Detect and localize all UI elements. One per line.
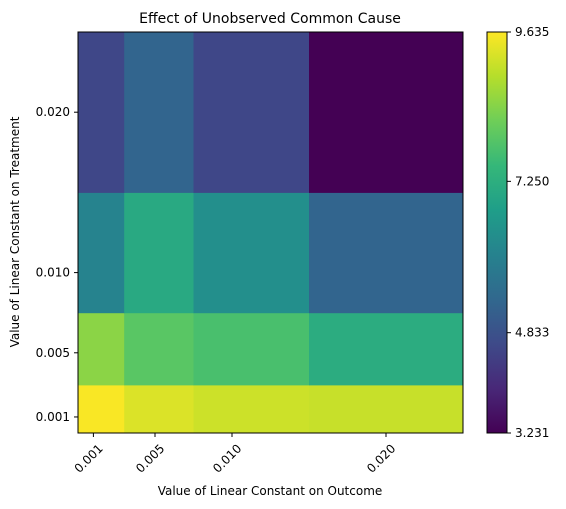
y-axis-label: Value of Linear Constant on Treatment (8, 116, 22, 347)
heatmap-cell (309, 32, 464, 193)
colorbar-tick-label: 7.250 (515, 174, 549, 188)
heatmap-cell (78, 312, 125, 386)
heatmap-cell (78, 32, 125, 193)
heatmap-cell (193, 32, 310, 193)
x-axis-ticks: 0.001 0.005 0.010 0.020 (72, 433, 398, 476)
chart-title: Effect of Unobserved Common Cause (139, 11, 401, 27)
heatmap-cell (309, 192, 464, 314)
colorbar-tick-label: 3.231 (515, 426, 549, 440)
heatmap-cell (309, 384, 464, 434)
x-tick-label: 0.001 (72, 441, 106, 475)
heatmap-cell (193, 192, 310, 314)
colorbar-ticks: 3.231 4.833 7.250 9.635 (507, 25, 549, 440)
x-tick-label: 0.010 (210, 441, 244, 475)
heatmap-cell (193, 384, 310, 434)
x-tick-label: 0.005 (133, 441, 167, 475)
y-axis-ticks: 0.001 0.005 0.010 0.020 (36, 105, 78, 424)
x-axis-label: Value of Linear Constant on Outcome (158, 484, 383, 498)
y-tick-label: 0.020 (36, 105, 70, 119)
x-tick-label: 0.020 (364, 441, 398, 475)
colorbar-tick-label: 9.635 (515, 25, 549, 39)
colorbar (486, 31, 508, 434)
heatmap-cell (193, 312, 310, 386)
y-tick-label: 0.010 (36, 266, 70, 280)
y-tick-label: 0.005 (36, 346, 70, 360)
heatmap-cell (124, 312, 194, 386)
heatmap-cell (124, 192, 194, 314)
heatmap-cell (124, 32, 194, 193)
heatmap-cell (309, 312, 464, 386)
colorbar-tick-label: 4.833 (515, 326, 549, 340)
plot-frame (77, 31, 464, 434)
heatmap-cell (78, 192, 125, 314)
heatmap-cell (124, 384, 194, 434)
heatmap-cell (78, 384, 125, 434)
y-tick-label: 0.001 (36, 410, 70, 424)
heatmap-cells (78, 32, 464, 434)
